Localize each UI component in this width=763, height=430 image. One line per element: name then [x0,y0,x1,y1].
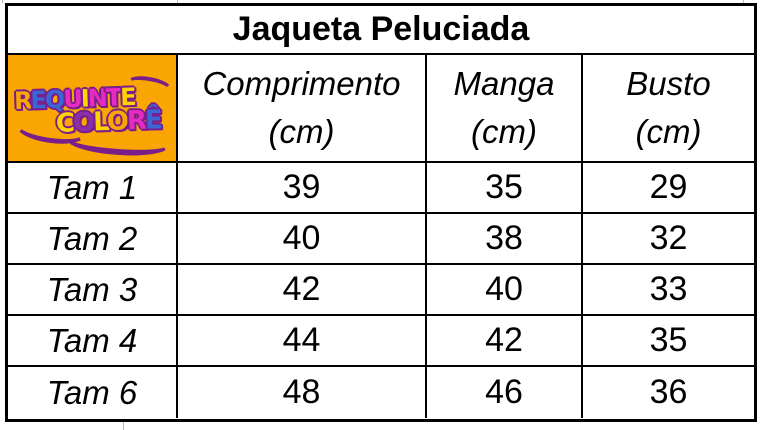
logo-line2: COLORÊ [55,105,162,139]
size-chart-table: Jaqueta Peluciada REQUINTE COLORÊ Compri… [5,3,757,422]
row-label: Tam 3 [8,265,178,316]
brand-logo-cell: REQUINTE COLORÊ [8,55,178,163]
gridline [177,0,178,3]
value-busto: 29 [583,163,754,214]
column-name: Comprimento [202,65,401,103]
brand-logo: REQUINTE COLORÊ [8,55,176,161]
row-label: Tam 1 [8,163,178,214]
column-header-busto: Busto (cm) [583,55,754,163]
value-busto: 33 [583,265,754,316]
value-busto: 36 [649,373,688,411]
column-unit: (cm) [268,113,335,150]
value-manga: 46 [427,367,583,418]
gridline [123,422,124,430]
row-label: Tam 2 [8,214,178,265]
gridline [2,0,3,3]
gridline [743,0,744,3]
table-title: Jaqueta Peluciada [8,6,754,55]
value-manga: 40 [427,265,583,316]
adjacent-gridline-sliver-bottom [0,422,763,430]
column-unit: (cm) [635,113,702,150]
value-comprimento: 42 [178,265,427,316]
value-busto: 32 [583,214,754,265]
value-comprimento: 44 [178,316,427,367]
column-header-manga: Manga (cm) [427,55,583,163]
value-manga: 38 [427,214,583,265]
column-name: Manga [453,65,555,103]
value-comprimento: 48 [178,367,427,418]
value-busto: 35 [583,316,754,367]
row-label: Tam 4 [8,316,178,367]
column-name: Busto [626,65,711,103]
row-label: Tam 6 [8,367,178,418]
column-header-comprimento: Comprimento (cm) [178,55,427,163]
adjacent-gridline-sliver-top [0,0,763,3]
value-manga: 42 [427,316,583,367]
column-unit: (cm) [471,113,537,150]
value-comprimento: 39 [178,163,427,214]
value-manga: 35 [427,163,583,214]
value-comprimento: 40 [178,214,427,265]
